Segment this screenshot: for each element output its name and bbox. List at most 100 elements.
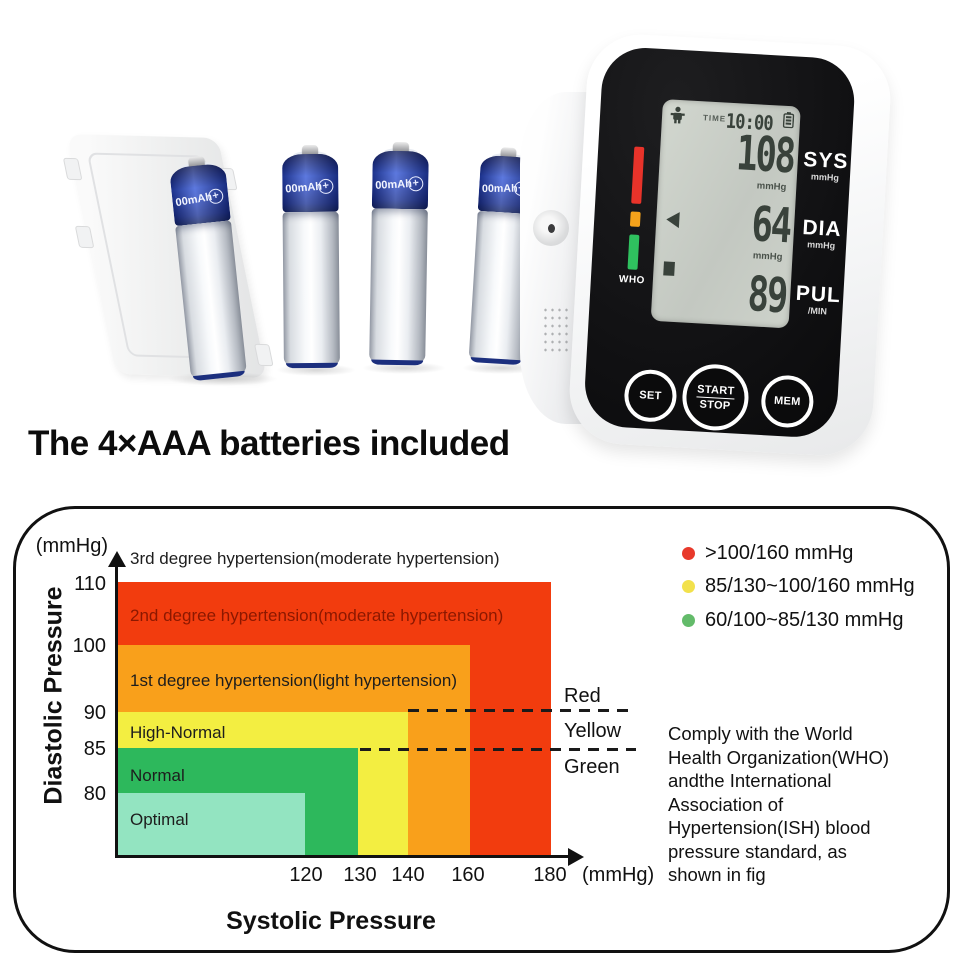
sys-label: SYS xyxy=(802,147,849,174)
door-clip-tab xyxy=(253,343,274,367)
x-tick-160: 160 xyxy=(451,864,485,886)
who-indicator-red-bar xyxy=(631,146,645,204)
speaker-icon xyxy=(665,211,680,229)
aaa-battery: 00mAh + xyxy=(282,144,340,369)
y-tick-85: 85 xyxy=(83,738,106,760)
compliance-line: andthe International xyxy=(668,770,832,791)
lcd-display: TIME 10:00 108 mmHg 64 mmHg xyxy=(650,99,801,329)
threshold-line-yellow xyxy=(360,748,636,751)
y-tick-110: 110 xyxy=(74,573,106,595)
device-body: TIME 10:00 108 mmHg 64 mmHg xyxy=(566,31,894,459)
speaker-grille xyxy=(542,306,569,356)
legend-item: 85/130~100/160 mmHg xyxy=(682,575,915,598)
door-clip-tab xyxy=(74,225,95,249)
threshold-label-green: Green xyxy=(564,756,620,778)
legend-label: >100/160 mmHg xyxy=(705,542,854,564)
battery-level-icon xyxy=(782,111,795,129)
battery-capacity-label: 00mAh xyxy=(284,180,323,196)
pul-label-block: PUL /MIN xyxy=(793,281,843,318)
user-icon xyxy=(670,106,685,124)
air-hose-port xyxy=(533,210,569,246)
x-tick-120: 120 xyxy=(289,864,323,886)
legend-red-dot xyxy=(682,547,695,560)
legend-green-dot xyxy=(682,614,695,627)
set-button: SET xyxy=(623,368,678,424)
battery-blue-cap: 00mAh + xyxy=(282,153,339,213)
who-indicator-green-bar xyxy=(627,234,640,270)
region-optimal xyxy=(115,793,305,855)
compliance-line: pressure standard, as xyxy=(668,840,847,862)
y-tick-80: 80 xyxy=(83,783,106,805)
compliance-line: Association of xyxy=(668,793,784,815)
start-stop-button: START STOP xyxy=(680,362,751,433)
y-tick-90: 90 xyxy=(83,702,106,724)
x-axis-unit: (mmHg) xyxy=(582,864,655,886)
door-clip-tab xyxy=(62,157,83,181)
x-axis xyxy=(115,855,571,858)
start-label: START xyxy=(696,382,735,399)
dia-reading: 64 xyxy=(750,196,792,255)
y-axis-arrow xyxy=(108,551,126,567)
x-tick-130: 130 xyxy=(343,864,377,886)
battery-blue-cap: 00mAh + xyxy=(371,150,429,210)
battery-capacity-label: 00mAh xyxy=(374,177,413,192)
region-label-normal: Normal xyxy=(130,766,185,785)
chart-panel: 3rd degree hypertension(moderate hyperte… xyxy=(13,506,950,953)
air-hose-hole xyxy=(548,224,555,233)
compliance-line: Health Organization(WHO) xyxy=(668,746,890,768)
compliance-line: Hypertension(ISH) blood xyxy=(668,817,871,838)
mem-button-label: MEM xyxy=(773,394,801,409)
sys-label-block: SYS mmHg xyxy=(801,147,851,184)
region-label-3rd-degree: 3rd degree hypertension(moderate hyperte… xyxy=(130,549,500,568)
pul-reading: 89 xyxy=(746,266,788,325)
aaa-battery: 00mAh + xyxy=(369,141,429,366)
region-label-high-normal: High-Normal xyxy=(130,723,226,742)
battery-bottom-ring xyxy=(371,359,424,366)
battery-blue-cap: 00mAh + xyxy=(169,162,231,227)
compliance-line: Comply with the World xyxy=(668,723,853,744)
memory-icon xyxy=(663,261,675,276)
page-title: The 4×AAA batteries included xyxy=(28,424,510,463)
who-indicator-orange-bar xyxy=(629,211,641,227)
legend-yellow-dot xyxy=(682,580,695,593)
battery-body xyxy=(369,208,428,366)
y-tick-100: 100 xyxy=(72,635,106,657)
battery-bottom-ring xyxy=(285,362,338,369)
compliance-line: shown in fig xyxy=(668,864,766,885)
x-tick-180: 180 xyxy=(533,864,567,886)
x-axis-title: Systolic Pressure xyxy=(226,907,436,935)
x-axis-arrow xyxy=(568,848,584,866)
threshold-line-red xyxy=(408,709,636,712)
legend-label: 60/100~85/130 mmHg xyxy=(705,609,904,631)
region-label-1st-degree: 1st degree hypertension(light hypertensi… xyxy=(130,671,457,690)
pul-label: PUL xyxy=(795,281,842,308)
sys-reading-unit: mmHg xyxy=(756,180,787,194)
y-axis-title: Diastolic Pressure xyxy=(39,586,68,805)
legend-item: >100/160 mmHg xyxy=(682,542,853,565)
region-label-optimal: Optimal xyxy=(130,810,189,829)
compliance-note: Comply with the World Health Organizatio… xyxy=(668,722,940,887)
x-tick-140: 140 xyxy=(391,864,425,886)
battery-body xyxy=(282,211,340,369)
legend-label: 85/130~100/160 mmHg xyxy=(705,575,915,597)
blood-pressure-monitor: TIME 10:00 108 mmHg 64 mmHg xyxy=(520,31,894,459)
threshold-label-yellow: Yellow xyxy=(564,720,622,742)
stop-label: STOP xyxy=(699,398,731,412)
set-button-label: SET xyxy=(638,389,662,403)
sys-reading: 108 xyxy=(735,125,796,185)
who-label: WHO xyxy=(618,273,646,287)
y-axis-unit: (mmHg) xyxy=(35,535,108,557)
y-axis xyxy=(115,565,118,858)
device-front-panel: TIME 10:00 108 mmHg 64 mmHg xyxy=(582,45,857,440)
legend-item: 60/100~85/130 mmHg xyxy=(682,609,903,632)
dia-reading-unit: mmHg xyxy=(752,250,783,263)
time-label: TIME xyxy=(702,113,727,124)
region-label-2nd-degree: 2nd degree hypertension(moderate hyperte… xyxy=(130,606,504,625)
mem-button: MEM xyxy=(759,374,815,429)
dia-label: DIA xyxy=(801,216,843,242)
threshold-label-red: Red xyxy=(564,685,601,707)
battery-shadow xyxy=(362,362,446,374)
battery-capacity-label: 00mAh xyxy=(481,182,518,195)
dia-label-block: DIA mmHg xyxy=(797,216,847,252)
